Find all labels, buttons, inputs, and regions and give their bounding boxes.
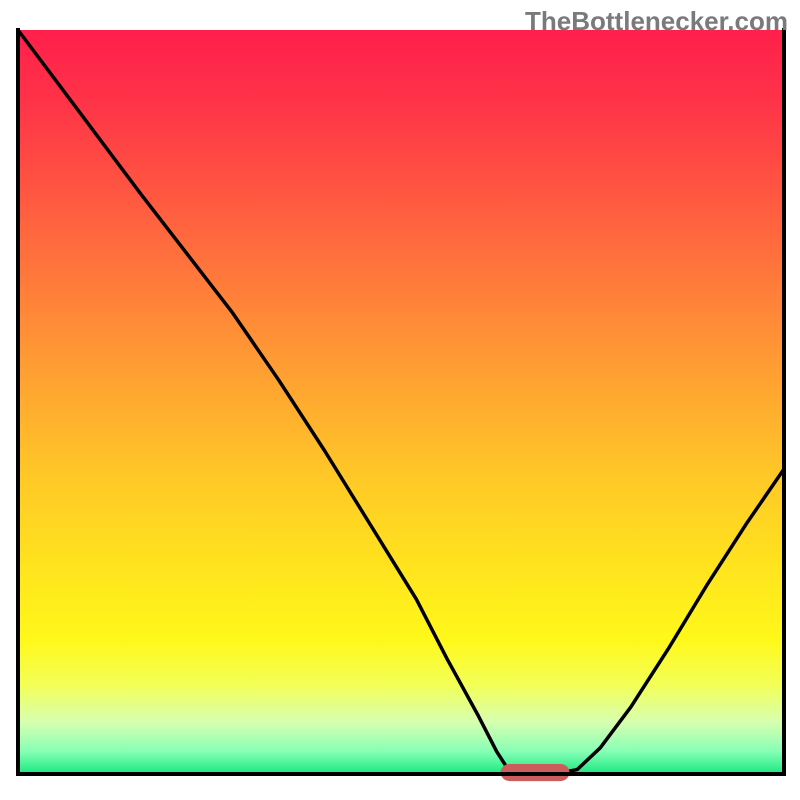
chart-background (18, 30, 784, 774)
chart-container: TheBottlenecker.com (0, 0, 800, 800)
chart-wrap (0, 0, 800, 800)
watermark-text: TheBottlenecker.com (525, 6, 788, 37)
bottleneck-chart (0, 0, 800, 800)
